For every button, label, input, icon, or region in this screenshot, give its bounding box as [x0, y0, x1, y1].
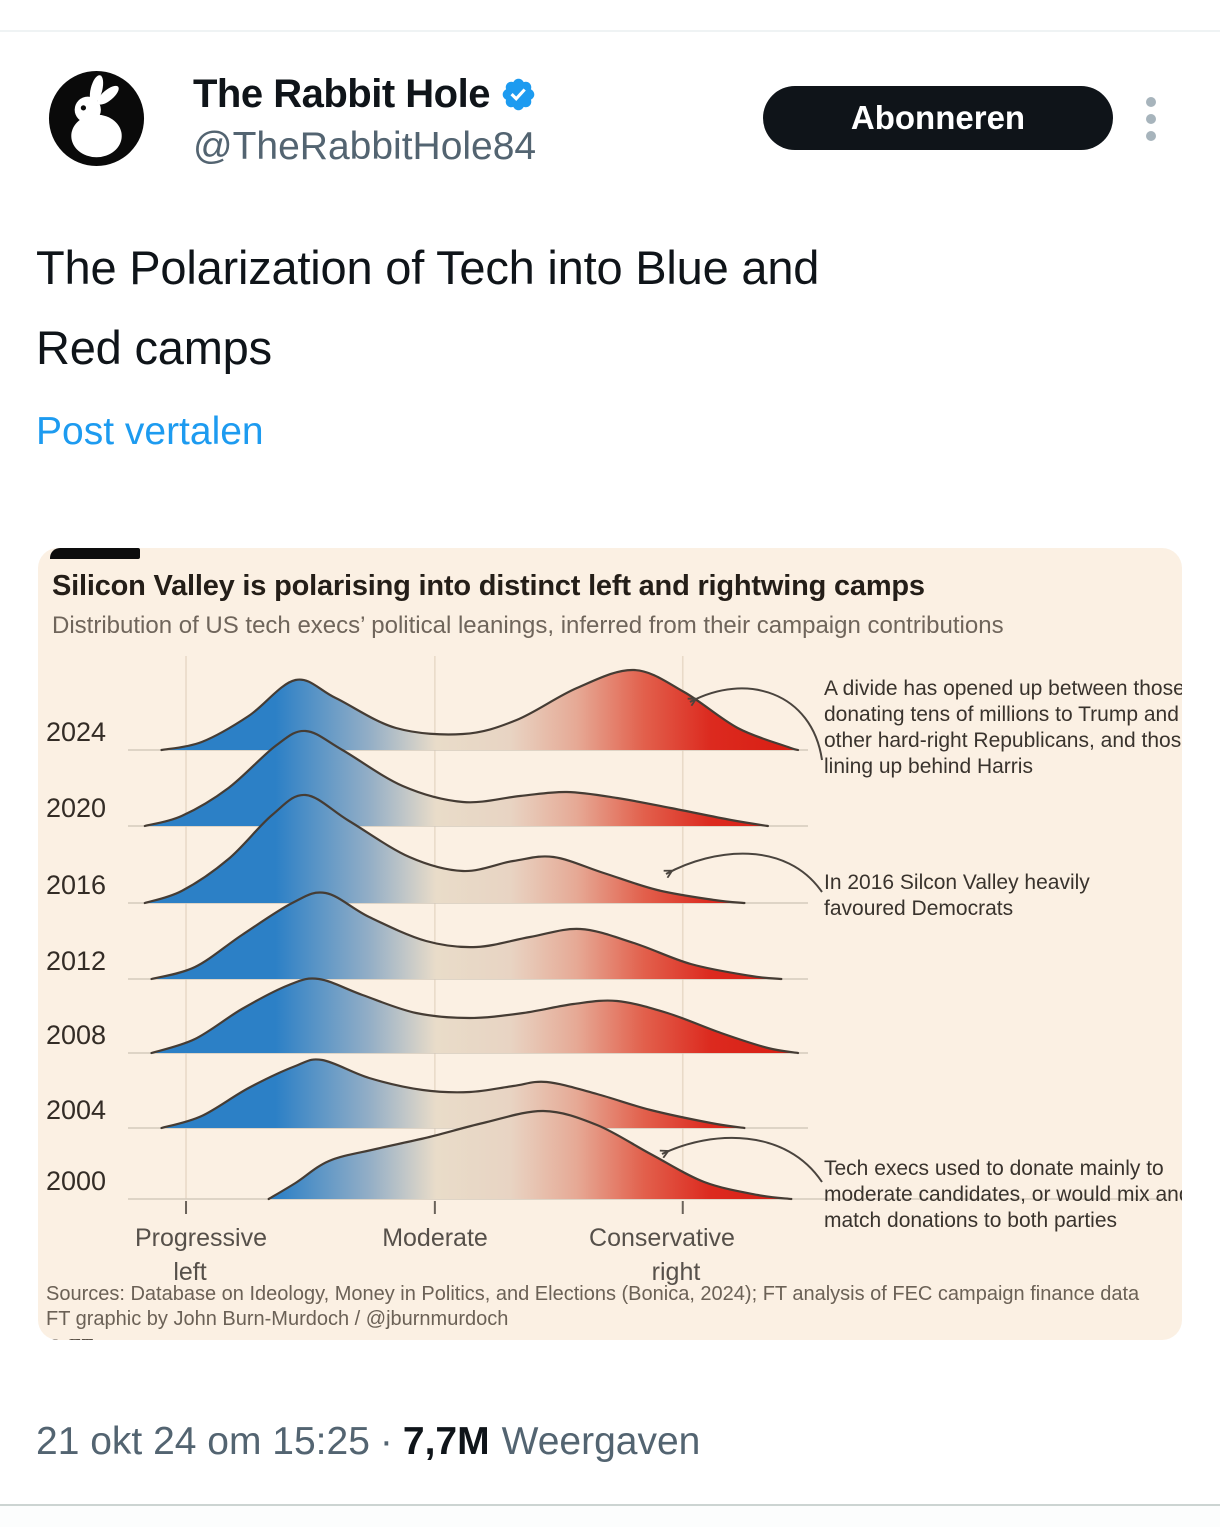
tweet-text: The Polarization of Tech into Blue and R… [36, 228, 1186, 388]
ellipsis-dot-icon [1146, 131, 1156, 141]
dot-separator: · [379, 1420, 393, 1463]
author-block: The Rabbit Hole @TheRabbitHole84 [193, 72, 537, 169]
year-label: 2004 [46, 1095, 106, 1125]
ft-watermark: © FT [46, 1334, 1139, 1340]
year-label: 2020 [46, 793, 106, 823]
display-name[interactable]: The Rabbit Hole [193, 72, 490, 116]
views-count: 7,7M [402, 1420, 490, 1463]
chart-title: Silicon Valley is polarising into distin… [52, 570, 925, 602]
year-label: 2012 [46, 946, 106, 976]
chart-subtitle: Distribution of US tech execs’ political… [52, 612, 1004, 639]
follow-button[interactable]: Abonneren [763, 86, 1113, 150]
verified-badge-icon [502, 78, 535, 111]
chart-image-card[interactable]: Silicon Valley is polarising into distin… [38, 548, 1182, 1340]
translate-post-link[interactable]: Post vertalen [36, 410, 264, 453]
year-label: 2016 [46, 870, 106, 900]
top-divider [0, 30, 1220, 32]
ellipsis-dot-icon [1146, 97, 1156, 107]
tweet-meta: 21 okt 24 om 15:25 · 7,7M Weergaven [36, 1420, 700, 1464]
ridgeline-plot: 2024 2020 2016 2012 2008 2004 2000 Progressive l… [46, 656, 1163, 1286]
user-handle[interactable]: @TheRabbitHole84 [193, 125, 537, 168]
rabbit-logo-icon [48, 70, 145, 167]
ft-strip [50, 548, 140, 559]
x-axis-label: Conservative [589, 1224, 735, 1252]
tweet-text-line: The Polarization of Tech into Blue and [36, 241, 820, 294]
x-axis-label: left [173, 1258, 206, 1286]
year-label: 2008 [46, 1020, 106, 1050]
more-menu-button[interactable] [1146, 97, 1156, 141]
tweet-text-line: Red camps [36, 321, 272, 374]
sources-line: Sources: Database on Ideology, Money in … [46, 1283, 1140, 1305]
x-axis-label: Moderate [382, 1224, 488, 1252]
year-label: 2024 [46, 717, 106, 747]
bottom-divider [0, 1504, 1220, 1506]
avatar[interactable] [48, 70, 145, 167]
views-label[interactable]: Weergaven [501, 1420, 701, 1463]
credit-line: FT graphic by John Burn-Murdoch / @jburn… [46, 1308, 509, 1330]
timestamp: 21 okt 24 om 15:25 [36, 1420, 370, 1463]
x-axis-label: Progressive [135, 1224, 267, 1252]
ellipsis-dot-icon [1146, 114, 1156, 124]
x-axis-label: right [652, 1258, 701, 1286]
chart-sources: Sources: Database on Ideology, Money in … [46, 1282, 1139, 1340]
below-area [0, 1506, 1220, 1527]
year-label: 2000 [46, 1166, 106, 1196]
